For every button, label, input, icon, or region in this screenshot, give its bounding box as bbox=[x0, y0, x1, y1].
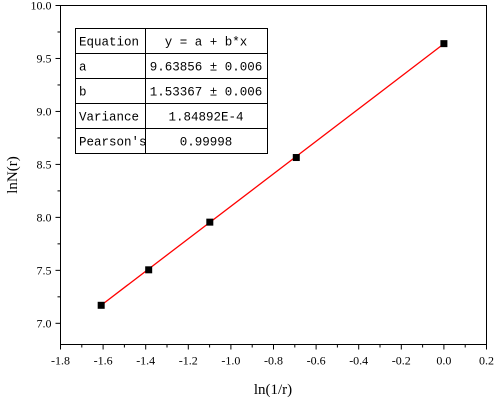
x-tick-label: -0.8 bbox=[264, 354, 283, 368]
fit-line-group bbox=[100, 43, 445, 306]
fit-table-label: b bbox=[79, 86, 87, 100]
x-tick-label: -1.0 bbox=[221, 354, 240, 368]
y-tick-label: 10.0 bbox=[31, 0, 52, 13]
fit-table-value: 1.53367 ± 0.006 bbox=[150, 86, 263, 100]
x-tick-label: -1.6 bbox=[94, 354, 113, 368]
x-axis-title: ln(1/r) bbox=[254, 382, 292, 398]
x-axis: -1.8 -1.6 -1.4 -1.2 -1.0 -0.8 -0.6 -0.4 -0.2 0.0 0… bbox=[51, 344, 494, 368]
data-point bbox=[292, 154, 300, 162]
y-tick-label: 8.0 bbox=[37, 210, 52, 224]
y-tick-label: 8.5 bbox=[37, 157, 52, 171]
fit-line bbox=[100, 43, 445, 306]
y-tick-label: 7.5 bbox=[37, 263, 52, 277]
x-tick-label: -1.4 bbox=[136, 354, 155, 368]
fit-table-value: 9.63856 ± 0.006 bbox=[150, 61, 263, 75]
y-axis-title: lnN(r) bbox=[5, 156, 21, 194]
x-tick-label: 0.2 bbox=[479, 354, 494, 368]
fit-table-value: 1.84892E-4 bbox=[168, 111, 243, 125]
fit-table-value: 0.99998 bbox=[180, 136, 233, 150]
fit-table-value: y = a + b*x bbox=[165, 36, 248, 50]
fit-table-label: Equation bbox=[79, 36, 139, 50]
y-axis: 7.0 7.5 8.0 8.5 9.0 9.5 10.0 bbox=[31, 0, 61, 330]
fit-table-label: Pearson's bbox=[79, 136, 147, 150]
data-point bbox=[97, 301, 105, 309]
data-point bbox=[440, 40, 448, 48]
x-tick-label: -0.2 bbox=[392, 354, 411, 368]
x-tick-label: -1.2 bbox=[179, 354, 198, 368]
x-tick-label: -0.4 bbox=[349, 354, 368, 368]
data-point bbox=[145, 266, 153, 274]
x-tick-label: -0.6 bbox=[307, 354, 326, 368]
y-tick-label: 7.0 bbox=[37, 316, 52, 330]
x-tick-label: -1.8 bbox=[51, 354, 70, 368]
data-points bbox=[97, 40, 448, 309]
y-tick-label: 9.0 bbox=[37, 104, 52, 118]
data-point bbox=[206, 218, 214, 226]
x-tick-label: 0.0 bbox=[436, 354, 451, 368]
fit-table-label: Variance bbox=[79, 111, 139, 125]
fit-results-table: Equation y = a + b*x a 9.63856 ± 0.006 b… bbox=[75, 28, 268, 154]
fit-table-label: a bbox=[79, 61, 87, 75]
y-tick-label: 9.5 bbox=[37, 51, 52, 65]
fit-table-frame bbox=[75, 28, 268, 154]
